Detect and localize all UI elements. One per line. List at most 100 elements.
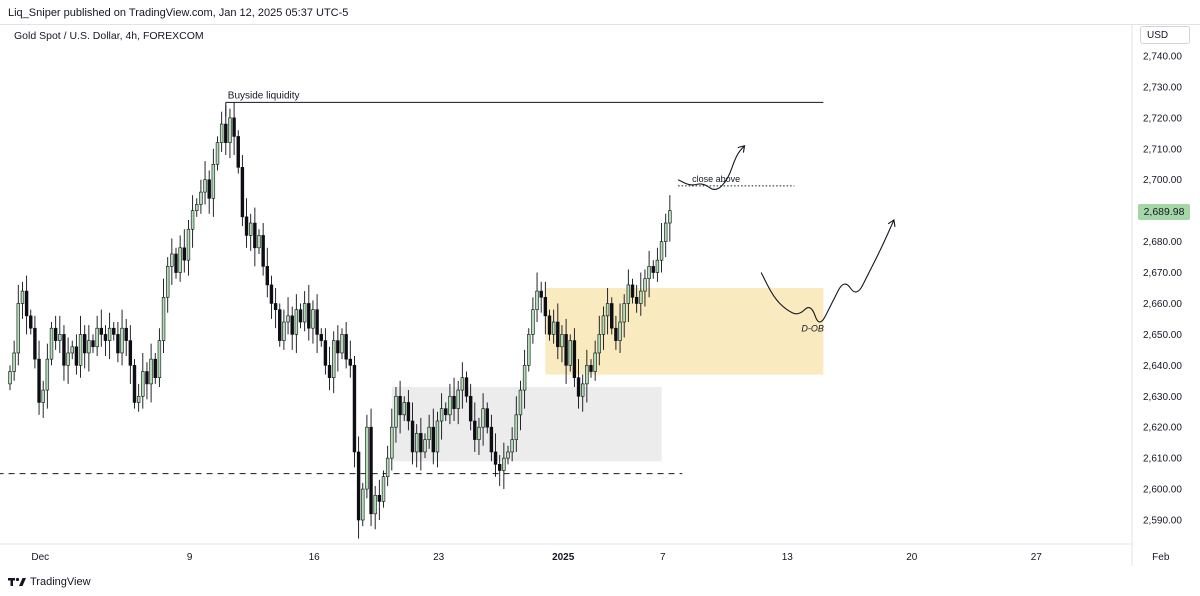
candle[interactable]: [634, 284, 639, 313]
candle[interactable]: [265, 247, 269, 298]
candle[interactable]: [452, 377, 456, 422]
candle[interactable]: [170, 238, 174, 285]
candle[interactable]: [12, 340, 16, 381]
candle[interactable]: [37, 340, 41, 415]
candle[interactable]: [153, 352, 157, 384]
candle[interactable]: [236, 130, 240, 174]
candle[interactable]: [547, 309, 552, 341]
candle[interactable]: [385, 445, 390, 486]
candle[interactable]: [261, 223, 265, 276]
candle[interactable]: [53, 315, 58, 350]
currency-button[interactable]: USD: [1140, 26, 1190, 44]
candle[interactable]: [33, 315, 37, 369]
candle[interactable]: [560, 325, 564, 363]
candle[interactable]: [381, 470, 386, 508]
candle[interactable]: [327, 346, 332, 391]
candle[interactable]: [605, 288, 610, 335]
candle[interactable]: [435, 411, 440, 468]
candle[interactable]: [427, 414, 431, 449]
candle[interactable]: [336, 325, 340, 372]
candle[interactable]: [49, 322, 54, 366]
candle[interactable]: [527, 328, 531, 372]
candle[interactable]: [402, 396, 406, 422]
candle[interactable]: [232, 102, 236, 155]
candle[interactable]: [70, 340, 74, 360]
candle[interactable]: [307, 284, 311, 341]
candle[interactable]: [663, 213, 668, 258]
candle[interactable]: [531, 297, 535, 344]
projection-path[interactable]: [677, 145, 745, 190]
candle[interactable]: [460, 362, 465, 409]
candle[interactable]: [377, 479, 382, 520]
candle[interactable]: [87, 325, 91, 372]
candle[interactable]: [249, 213, 253, 251]
candle[interactable]: [568, 334, 572, 372]
candle[interactable]: [286, 297, 290, 335]
candle[interactable]: [315, 294, 319, 353]
candle[interactable]: [195, 198, 199, 217]
candle[interactable]: [618, 303, 622, 353]
candle[interactable]: [556, 303, 560, 360]
candle[interactable]: [502, 442, 506, 490]
symbol-title[interactable]: Gold Spot / U.S. Dollar, 4h, FOREXCOM: [14, 30, 204, 42]
candle[interactable]: [373, 485, 377, 530]
candle[interactable]: [539, 281, 543, 313]
candle[interactable]: [576, 359, 581, 409]
candle[interactable]: [535, 272, 539, 323]
footer-brand[interactable]: TradingView: [8, 576, 91, 588]
candle[interactable]: [161, 278, 166, 353]
candle[interactable]: [257, 229, 261, 254]
candle[interactable]: [551, 309, 556, 344]
candle[interactable]: [290, 306, 294, 350]
candle[interactable]: [464, 371, 469, 403]
candle[interactable]: [294, 294, 299, 353]
candle[interactable]: [610, 297, 614, 335]
candle[interactable]: [668, 195, 672, 242]
candle[interactable]: [29, 309, 33, 335]
candle[interactable]: [481, 393, 485, 446]
candle[interactable]: [419, 417, 423, 471]
candle[interactable]: [406, 390, 411, 431]
candle[interactable]: [45, 343, 50, 409]
candle[interactable]: [99, 309, 104, 347]
candle[interactable]: [643, 269, 647, 307]
candle[interactable]: [95, 315, 99, 357]
candle[interactable]: [298, 303, 303, 329]
candle[interactable]: [489, 414, 494, 462]
candle[interactable]: [107, 312, 112, 360]
candle[interactable]: [215, 136, 220, 171]
projection-path[interactable]: [760, 219, 895, 323]
candle[interactable]: [149, 343, 153, 403]
candle[interactable]: [240, 154, 245, 227]
candle[interactable]: [66, 337, 70, 384]
candle[interactable]: [282, 309, 286, 350]
candle[interactable]: [414, 424, 419, 468]
candle[interactable]: [103, 325, 108, 357]
candle[interactable]: [589, 359, 593, 378]
candle[interactable]: [394, 386, 398, 443]
zone-d-ob[interactable]: [545, 288, 824, 375]
candle[interactable]: [178, 235, 182, 282]
candle[interactable]: [622, 294, 626, 338]
candle[interactable]: [311, 300, 315, 344]
candle[interactable]: [626, 269, 631, 323]
candle[interactable]: [448, 383, 452, 425]
candle[interactable]: [410, 402, 415, 465]
candle[interactable]: [659, 223, 664, 273]
candle[interactable]: [278, 303, 282, 347]
candle[interactable]: [224, 105, 228, 155]
candle[interactable]: [439, 393, 444, 440]
candle[interactable]: [630, 278, 635, 304]
candle[interactable]: [20, 281, 25, 319]
candle[interactable]: [510, 427, 514, 462]
candle[interactable]: [369, 408, 373, 527]
candle[interactable]: [543, 281, 548, 335]
candle[interactable]: [166, 257, 170, 313]
candle[interactable]: [186, 219, 191, 276]
candle[interactable]: [269, 275, 274, 319]
candle[interactable]: [431, 408, 435, 465]
candle[interactable]: [423, 433, 427, 459]
candle[interactable]: [331, 331, 336, 394]
candle[interactable]: [199, 179, 203, 214]
candle[interactable]: [356, 436, 361, 539]
